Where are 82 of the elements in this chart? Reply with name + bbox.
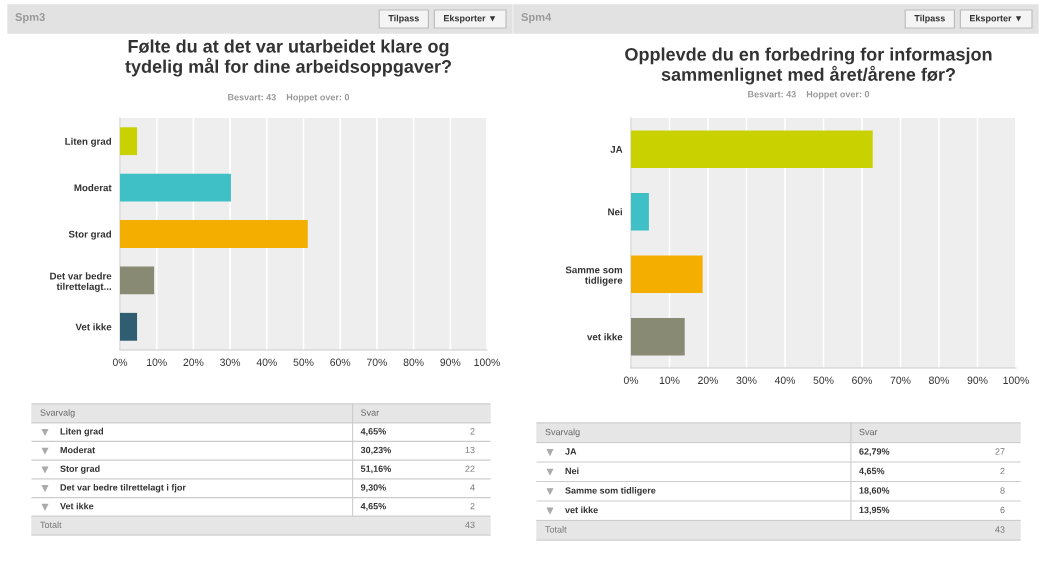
text: 30,23% bbox=[360, 446, 391, 455]
x-tick-label: 60% bbox=[852, 376, 873, 384]
text: Det var bedre tilrettelagt i fjor bbox=[60, 483, 186, 493]
text: 22 bbox=[465, 465, 475, 472]
text: Spm4 bbox=[521, 13, 552, 24]
x-tick-label: 90% bbox=[440, 358, 461, 366]
bar bbox=[631, 255, 703, 293]
text: 4 bbox=[470, 484, 475, 491]
text: 43 bbox=[465, 521, 475, 529]
x-tick-label: 50% bbox=[813, 376, 834, 384]
text: 27 bbox=[995, 448, 1005, 455]
x-tick-label: 80% bbox=[403, 358, 424, 366]
text: Svarvalg bbox=[40, 409, 75, 418]
y-tick-label: Moderat bbox=[74, 184, 112, 192]
bar bbox=[631, 130, 873, 168]
text: 18,60% bbox=[859, 487, 890, 495]
text: Tilpass bbox=[388, 14, 419, 24]
text: 2 bbox=[470, 428, 475, 435]
text: JA bbox=[565, 448, 577, 455]
bar bbox=[120, 312, 138, 341]
y-tick-label: Stor grad bbox=[68, 230, 112, 240]
text: Svar bbox=[859, 428, 878, 436]
bar bbox=[631, 193, 649, 231]
x-tick-label: 0% bbox=[623, 376, 639, 384]
text: Nei bbox=[565, 467, 579, 475]
chart-title: Opplevde du en forbedring for informasjon sammenlignet med året/årene før? bbox=[625, 47, 992, 85]
text: Vet ikke bbox=[60, 502, 94, 510]
text: 2 bbox=[1000, 467, 1005, 475]
text: Totalt bbox=[545, 526, 567, 533]
y-tick-label: vet ikke bbox=[587, 333, 623, 341]
x-tick-label: 70% bbox=[367, 358, 387, 366]
bar bbox=[120, 173, 231, 202]
text: Totalt bbox=[40, 521, 62, 529]
y-tick-label: JA bbox=[610, 146, 623, 153]
x-tick-label: 30% bbox=[220, 358, 241, 366]
x-tick-label: 70% bbox=[890, 376, 911, 384]
x-tick-label: 10% bbox=[659, 376, 680, 384]
x-tick-label: 80% bbox=[929, 376, 950, 384]
text: 51,16% bbox=[360, 465, 391, 474]
text: Spm3 bbox=[15, 13, 45, 24]
text: 43 bbox=[995, 526, 1005, 533]
bar bbox=[120, 220, 308, 248]
text: 9,30% bbox=[360, 484, 386, 492]
text: 8 bbox=[1000, 487, 1005, 494]
y-tick-label: Samme som tidligere bbox=[565, 266, 623, 286]
chart-subtitle: Besvart: 43 Hoppet over: 0 bbox=[228, 94, 350, 103]
text: Svar bbox=[361, 409, 380, 416]
bar bbox=[631, 318, 685, 356]
text: 4,65% bbox=[859, 467, 885, 476]
text: Moderat bbox=[60, 446, 95, 454]
text: Svarvalg bbox=[545, 428, 580, 437]
x-tick-label: 40% bbox=[256, 358, 277, 366]
x-tick-label: 20% bbox=[183, 358, 204, 366]
y-tick-label: Liten grad bbox=[65, 137, 112, 147]
x-tick-label: 30% bbox=[736, 376, 757, 384]
y-tick-label: Det var bedre tilrettelagt... bbox=[50, 272, 112, 292]
text: 4,65% bbox=[360, 428, 386, 436]
chart-subtitle: Besvart: 43 Hoppet over: 0 bbox=[748, 91, 870, 100]
text: 13 bbox=[465, 446, 475, 454]
text: vet ikke bbox=[565, 506, 598, 514]
y-tick-label: Nei bbox=[608, 208, 622, 216]
x-tick-label: 90% bbox=[967, 376, 988, 384]
y-tick-label: Vet ikke bbox=[75, 323, 112, 331]
bar bbox=[120, 266, 155, 295]
x-tick-label: 10% bbox=[147, 358, 167, 366]
text: Tilpass bbox=[914, 14, 945, 24]
text: 4,65% bbox=[360, 502, 386, 511]
text: 6 bbox=[1000, 506, 1005, 514]
text: 2 bbox=[470, 502, 475, 510]
x-tick-label: 50% bbox=[293, 358, 314, 366]
x-tick-label: 100% bbox=[1003, 376, 1029, 384]
x-tick-label: 40% bbox=[774, 376, 796, 384]
text: Eksporter ▼ bbox=[970, 14, 1022, 24]
x-tick-label: 60% bbox=[330, 358, 351, 366]
text: 62,79% bbox=[859, 448, 890, 456]
bar bbox=[120, 127, 138, 156]
text: Eksporter ▼ bbox=[444, 14, 496, 24]
x-tick-label: 20% bbox=[698, 376, 719, 384]
x-tick-label: 0% bbox=[112, 358, 128, 366]
x-tick-label: 100% bbox=[474, 358, 500, 366]
chart-title: Følte du at det var utarbeidet klare og tydelig mål for dine arbeidsoppgaver? bbox=[125, 39, 452, 77]
text: 13,95% bbox=[859, 506, 890, 515]
